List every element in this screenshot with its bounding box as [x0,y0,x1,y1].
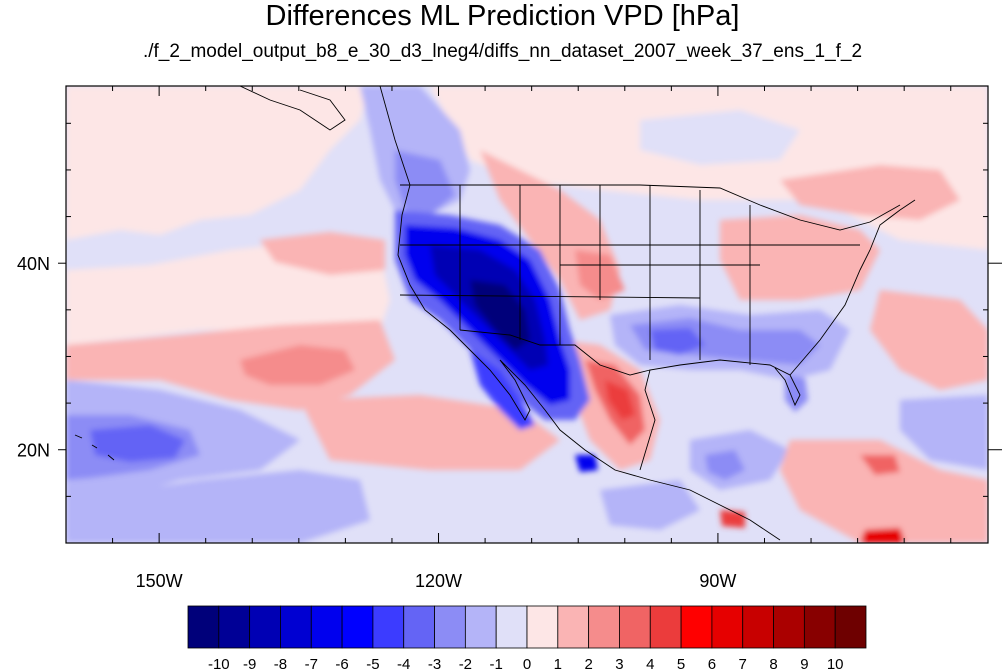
border-us-mexico [459,329,651,376]
field-hawaii-inner [90,425,185,462]
colorbar-label: -6 [335,656,348,672]
field-mexico-core [605,380,635,420]
field-carib-red3 [720,510,745,528]
chart-title: Differences ML Prediction VPD [hPa] [265,0,740,32]
colorbar-swatch [403,605,435,649]
colorbar-label: -9 [243,656,256,672]
field-west-neg-deep [470,280,530,350]
coastline-east [789,199,916,376]
field-south-neg [66,470,370,543]
state-lines-v [459,185,751,365]
colorbar-swatch [187,605,220,649]
colorbar-swatch [649,605,682,649]
colorbar-label: 2 [584,656,592,672]
colorbar-swatch [742,605,774,649]
x-tick-label: 150W [136,571,183,591]
field-carib-red [860,455,900,475]
field-carib-red2 [860,528,905,543]
field-pac-mid [260,232,385,275]
field-carib-neg3 [600,480,700,530]
plot-frame [65,85,989,544]
colorbar-label: -3 [428,656,441,672]
field-east-pos2 [870,290,988,390]
coastline-west [379,86,781,541]
axis-ticks [58,86,1002,543]
colorbar-label: -7 [305,656,318,672]
colorbar-label: 9 [800,656,808,672]
field-pnw-neg-core [395,150,455,215]
chart-subtitle: ./f_2_model_output_b8_e_30_d3_lneg4/diff… [142,41,863,62]
colorbar-swatch [434,605,466,649]
colorbar-label: -2 [459,656,472,672]
field-pac-core [240,345,355,385]
colorbar-label: 4 [646,656,654,672]
colorbar-swatch [680,605,713,649]
colorbar-label: -1 [490,656,503,672]
colorbar-label: 7 [739,656,747,672]
colorbar-label: 0 [523,656,531,672]
field-florida [785,375,808,412]
field-east-pos [720,215,880,300]
colorbar-swatch [464,605,497,649]
field-npac-pos [66,86,370,240]
colorbar-label: 1 [554,656,562,672]
colorbar-swatch [249,605,281,649]
colorbar-swatch [495,605,528,649]
colorbar-swatch [310,605,343,649]
field-canada-neg [640,110,800,165]
colorbar-swatch [588,605,620,649]
colorbar-label: 3 [615,656,623,672]
plot-area [66,86,988,543]
field-carib-neg2 [705,450,745,480]
colorbar-label: 8 [769,656,777,672]
colorbar-swatch [218,605,251,649]
field-pac-south [300,395,560,470]
colorbar-swatch [773,605,805,649]
colorbar-label: 6 [708,656,716,672]
axis-tick-labels: 150W 120W 90W 40N 20N [17,254,736,591]
colorbar-label: 5 [677,656,685,672]
colorbar-swatch [526,605,559,649]
colorbar-swatch [619,605,651,649]
colorbar-swatch [711,605,744,649]
difference-field [66,86,988,543]
alaska-coast [239,86,346,131]
colorbar-swatch [557,605,590,649]
map-borders [74,86,916,541]
colorbar: -10 -9 -8 -7 -6 -5 -4 -3 -2 -1 0 1 2 3 4 5 6 7 8 9 10 [187,605,867,672]
colorbar-label: -8 [274,656,287,672]
colorbar-label: -10 [208,656,230,672]
colorbar-label: -5 [366,656,379,672]
field-canada-pos2 [780,165,960,220]
x-tick-label: 90W [699,571,736,591]
colorbar-swatch [372,605,405,649]
field-gulf-core [650,328,705,355]
field-pac-band [66,320,395,410]
colorbar-label: -4 [397,656,410,672]
colorbar-swatch [803,605,836,649]
field-east-atl-neg [900,395,988,470]
y-tick-label: 20N [17,441,50,461]
y-tick-label: 40N [17,254,50,274]
field-carib-pos [780,440,988,543]
coastline-gulf [639,359,801,471]
hawaii-islands [74,434,115,461]
x-tick-label: 120W [415,571,462,591]
colorbar-swatch [280,605,312,649]
colorbar-label: 10 [827,656,844,672]
colorbar-swatch [341,605,374,649]
field-mex-dot [575,455,598,472]
colorbar-swatch [834,605,867,649]
